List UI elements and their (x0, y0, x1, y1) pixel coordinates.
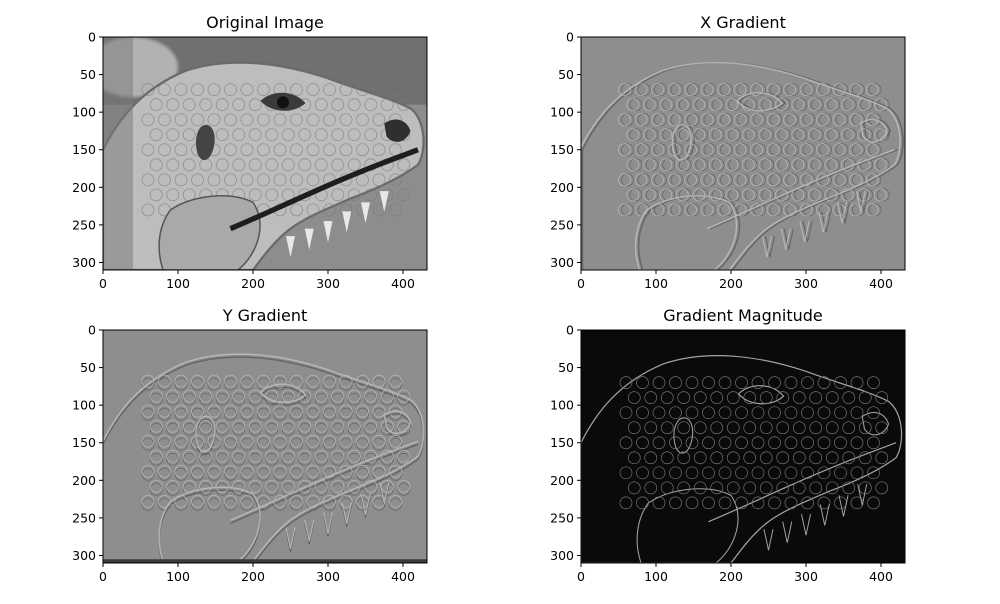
subplot-1: Original Image 0 100 200 300 400 0 50 100 150 200 2… (72, 13, 428, 291)
y-tick-label: 150 (550, 435, 574, 450)
y-tick-label: 200 (550, 180, 574, 195)
y-tick-label: 250 (550, 217, 574, 232)
y-tick-label: 0 (88, 323, 96, 338)
x-tick-label: 0 (99, 569, 107, 584)
y-tick-label: 250 (550, 510, 574, 525)
image-3 (103, 330, 427, 563)
y-tick-label: 150 (550, 142, 574, 157)
x-tick-label: 200 (719, 569, 743, 584)
x-tick-label: 0 (577, 276, 585, 291)
subplot-title: Original Image (206, 13, 324, 32)
y-tick-label: 50 (80, 67, 96, 82)
image-2 (581, 37, 905, 270)
y-tick-label: 100 (72, 398, 96, 413)
y-tick-label: 250 (72, 510, 96, 525)
subplot-title: X Gradient (700, 13, 786, 32)
x-tick-label: 400 (869, 569, 893, 584)
subplot-title: Gradient Magnitude (663, 306, 823, 325)
y-tick-label: 300 (72, 548, 96, 563)
y-tick-label: 0 (566, 30, 574, 45)
x-tick-label: 200 (241, 569, 265, 584)
y-tick-label: 50 (80, 360, 96, 375)
x-tick-label: 0 (577, 569, 585, 584)
y-tick-label: 300 (72, 255, 96, 270)
x-tick-label: 100 (166, 276, 190, 291)
x-tick-label: 400 (391, 569, 415, 584)
subplot-3: Y Gradient 0 100 200 300 400 0 50 100 150 200 250 30… (72, 306, 428, 584)
x-tick-label: 300 (316, 276, 340, 291)
y-tick-label: 100 (550, 398, 574, 413)
axes-frame-3 (102, 329, 428, 564)
y-tick-label: 300 (550, 548, 574, 563)
y-tick-label: 50 (558, 67, 574, 82)
x-tick-label: 0 (99, 276, 107, 291)
y-tick-label: 100 (72, 105, 96, 120)
y-tick-label: 200 (550, 473, 574, 488)
y-tick-label: 300 (550, 255, 574, 270)
x-tick-label: 100 (166, 569, 190, 584)
x-tick-label: 300 (794, 569, 818, 584)
y-tick-label: 250 (72, 217, 96, 232)
y-tick-label: 100 (550, 105, 574, 120)
y-tick-label: 150 (72, 435, 96, 450)
x-tick-label: 400 (869, 276, 893, 291)
x-tick-label: 300 (316, 569, 340, 584)
y-tick-label: 200 (72, 180, 96, 195)
axes-frame-1 (102, 36, 428, 271)
x-tick-label: 100 (644, 276, 668, 291)
x-tick-label: 200 (241, 276, 265, 291)
x-tick-label: 200 (719, 276, 743, 291)
subplot-2: X Gradient 0 100 200 300 400 0 50 100 150 200 250 30… (550, 13, 906, 291)
x-tick-label: 100 (644, 569, 668, 584)
y-tick-label: 150 (72, 142, 96, 157)
x-tick-label: 400 (391, 276, 415, 291)
image-1 (103, 37, 427, 270)
axes-frame-2 (580, 36, 906, 271)
y-tick-label: 0 (88, 30, 96, 45)
subplot-title: Y Gradient (222, 306, 308, 325)
y-tick-label: 50 (558, 360, 574, 375)
y-tick-label: 200 (72, 473, 96, 488)
y-tick-label: 0 (566, 323, 574, 338)
x-tick-label: 300 (794, 276, 818, 291)
image-4 (581, 330, 905, 563)
subplot-4: Gradient Magnitude 0 100 200 300 400 0 50 100 150… (550, 306, 906, 584)
axes-frame-4 (580, 329, 906, 564)
